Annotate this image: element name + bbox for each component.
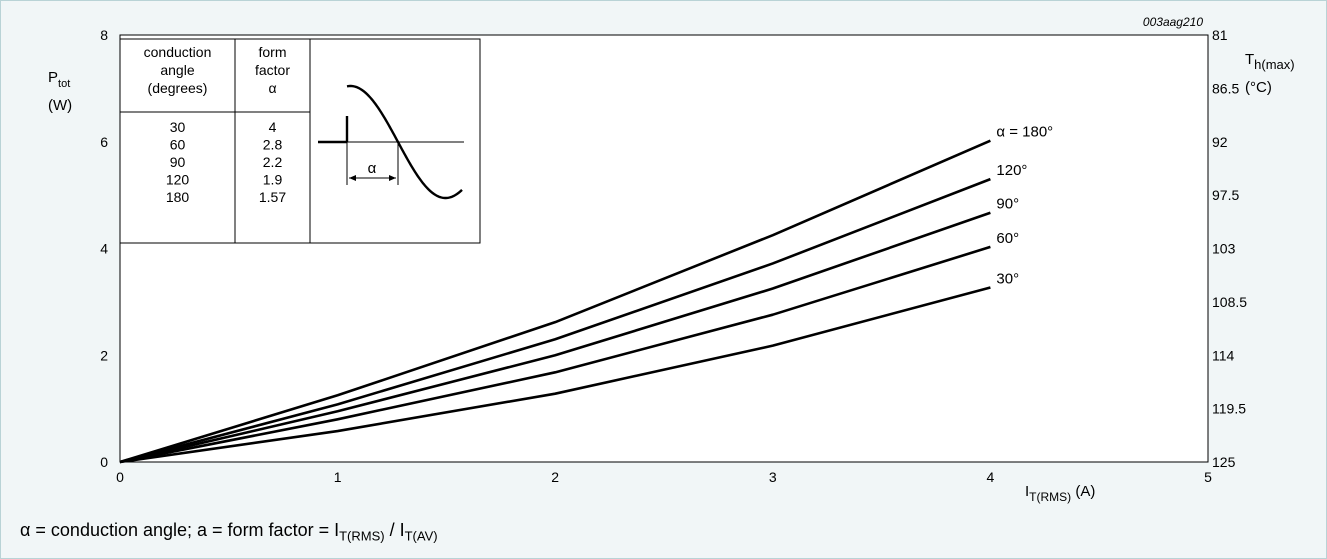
alpha-label: α [368, 160, 377, 177]
y-axis-label: Ptot [48, 69, 70, 90]
y-tick-label: 0 [100, 454, 108, 470]
axis-labels: 003aag210 Ptot (W) Th(max) (°C) IT(RMS) (A) [48, 15, 1295, 504]
inset-header-factor: form [259, 44, 287, 60]
caption-sub1: T(RMS) [339, 528, 385, 544]
x-tick-label: 4 [987, 469, 995, 485]
y-tick-label: 6 [100, 134, 108, 150]
x-tick-label: 1 [334, 469, 342, 485]
inset-factor-value: 1.57 [259, 189, 286, 205]
y2-tick-label: 86.5 [1212, 80, 1239, 96]
inset-table: conduction angle (degrees) form factor α 30 609… [119, 38, 481, 244]
y2-tick-label: 114 [1212, 347, 1235, 363]
inset-angle-value: 90 [170, 154, 186, 170]
x-tick-label: 2 [551, 469, 559, 485]
inset-angle-value: 30 [170, 119, 186, 135]
tick-labels: 0 1 2 3 4 5 0 2 4 6 8 81 86.5 92 97.5 103 108.5 114 119.5 1… [100, 27, 1247, 485]
y2-tick-label: 81 [1212, 27, 1228, 43]
series-label: 30° [996, 270, 1019, 287]
caption: α = conduction angle; a = form factor = … [20, 520, 438, 544]
y2-tick-label: 103 [1212, 241, 1236, 257]
series-label: α = 180° [996, 124, 1053, 141]
inset-header-angle: (degrees) [148, 80, 208, 96]
alpha-arrow-left [349, 175, 356, 181]
inset-factor-value: 2.8 [263, 137, 283, 153]
series-lines [119, 139, 991, 464]
series-line [119, 177, 991, 464]
x-axis-label: IT(RMS) (A) [1025, 483, 1095, 504]
waveform-curve [346, 84, 463, 200]
y2-tick-label: 108.5 [1212, 294, 1247, 310]
y2-tick-label: 97.5 [1212, 187, 1239, 203]
series-label: 120° [996, 162, 1027, 179]
series-labels: α = 180° 120° 90° 60° 30° [996, 124, 1053, 288]
x-tick-label: 5 [1204, 469, 1212, 485]
caption-part1: α = conduction angle; a = form factor = … [20, 520, 340, 540]
x-tick-label: 3 [769, 469, 777, 485]
inset-factor-value: 2.2 [263, 154, 283, 170]
inset-header-angle: angle [160, 62, 194, 78]
caption-sub2: T(AV) [404, 528, 438, 544]
series-line [119, 139, 991, 464]
figure-code: 003aag210 [1143, 15, 1203, 29]
y-axis-unit: (W) [48, 97, 72, 114]
inset-header-angle: conduction [144, 44, 212, 60]
inset-angle-value: 60 [170, 137, 186, 153]
y2-axis-label: Th(max) [1245, 51, 1295, 72]
inset-box [119, 38, 481, 244]
x-tick-label: 0 [116, 469, 124, 485]
series-line [119, 286, 991, 464]
caption-part2: / I [384, 520, 405, 540]
y-tick-label: 8 [100, 27, 108, 43]
y2-axis-unit: (°C) [1245, 79, 1272, 96]
y-tick-label: 4 [100, 241, 108, 257]
y2-tick-label: 119.5 [1212, 401, 1246, 417]
y-tick-label: 2 [100, 347, 108, 363]
series-label: 60° [996, 230, 1019, 247]
inset-angle-value: 120 [166, 172, 190, 188]
series-line [119, 211, 991, 464]
inset-factor-value: 1.9 [263, 172, 283, 188]
inset-factor-value: 4 [269, 119, 277, 135]
y2-tick-label: 125 [1212, 454, 1236, 470]
series-label: 90° [996, 196, 1019, 213]
series-line [119, 245, 991, 464]
alpha-arrow-right [389, 175, 396, 181]
inset-header-factor: α [268, 80, 276, 96]
inset-header-factor: factor [255, 62, 290, 78]
inset-angle-value: 180 [166, 189, 190, 205]
y2-tick-label: 92 [1212, 134, 1228, 150]
